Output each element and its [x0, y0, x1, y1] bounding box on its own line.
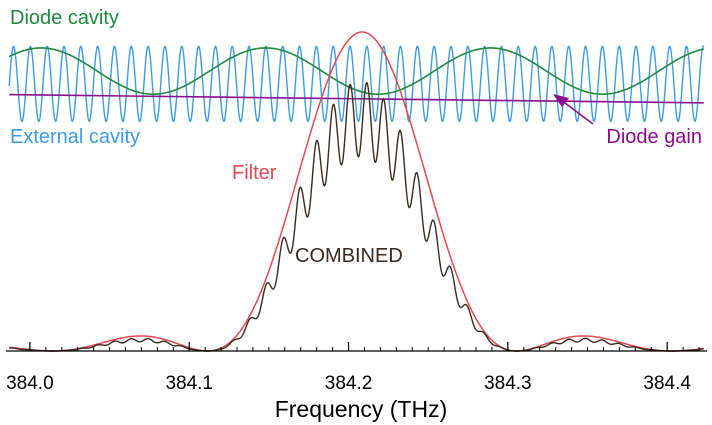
external-cavity-line [8, 45, 705, 123]
x-tick-label: 384.1 [165, 373, 213, 394]
x-tick-label: 384.0 [6, 373, 54, 394]
filter-label: Filter [232, 162, 277, 184]
x-tick-label: 384.2 [325, 373, 373, 394]
combined-label: COMBINED [295, 245, 403, 267]
x-axis [6, 347, 707, 352]
curves-group [8, 31, 705, 352]
x-ticks-group: 384.0 384.1 384.2 384.3 384.4 [6, 342, 691, 394]
diode-gain-arrow-head [553, 94, 569, 107]
combined-line [9, 81, 704, 352]
external-cavity-label: External cavity [10, 126, 140, 148]
diode-gain-label: Diode gain [606, 126, 702, 148]
diode-gain-arrow-shaft [564, 102, 594, 125]
diode-gain-line [9, 93, 704, 104]
x-tick-label: 384.3 [484, 373, 532, 394]
x-axis-title: Frequency (THz) [275, 396, 448, 422]
x-tick-label: 384.4 [643, 373, 691, 394]
filter-line [9, 31, 704, 352]
diode-cavity-label: Diode cavity [10, 7, 119, 29]
diode-cavity-line [8, 47, 704, 95]
